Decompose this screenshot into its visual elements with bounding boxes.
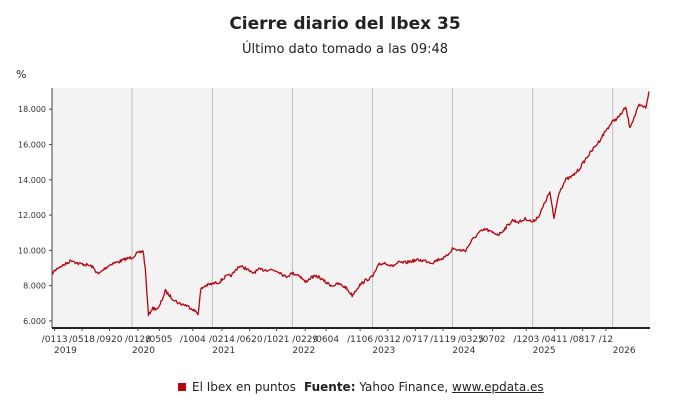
source-link[interactable]: www.epdata.es — [452, 380, 544, 394]
x-tick-label: /0128 — [125, 335, 151, 345]
chart-title: Cierre diario del Ibex 35 — [229, 14, 461, 34]
y-tick-label: 10.000 — [18, 246, 46, 255]
source-text: Yahoo Finance, — [359, 380, 449, 394]
series-group — [51, 91, 650, 317]
x-tick-label: /0312 — [375, 335, 401, 345]
x-tick-label: /0920 — [96, 335, 122, 345]
x-tick-label: /0229 — [292, 335, 318, 345]
x-year-label: 2022 — [292, 346, 315, 356]
y-tick-label: 6.000 — [23, 317, 46, 326]
x-tick-label: /1203 — [513, 335, 539, 345]
y-tick-label: 8.000 — [23, 282, 46, 291]
y-tick-label: 16.000 — [18, 140, 46, 149]
x-tick-label: /0505 — [146, 335, 172, 345]
x-year-label: 2020 — [132, 346, 155, 356]
line-chart: 6.000 8.000 10.000 12.000 14.000 16.000 18.000… — [18, 88, 650, 356]
x-year-label: 2025 — [533, 346, 556, 356]
y-axis-label: % — [16, 68, 27, 81]
x-year-label: 2023 — [372, 346, 395, 356]
x-year-label: 2024 — [452, 346, 475, 356]
legend-swatch — [178, 383, 186, 391]
y-tick-label: 14.000 — [18, 176, 46, 185]
y-tick-label: 18.000 — [18, 105, 46, 114]
series-line-ibex — [51, 91, 650, 317]
legend-label: El Ibex en puntos — [192, 380, 296, 394]
y-axis: 6.000 8.000 10.000 12.000 14.000 16.000 18.000 — [18, 88, 53, 328]
x-tick-label: /1119 — [430, 335, 456, 345]
x-tick-label: /0113 — [42, 335, 68, 345]
x-year-label: 2019 — [54, 346, 77, 356]
x-tick-label: /0702 — [480, 335, 506, 345]
x-year-label: 2021 — [212, 346, 235, 356]
source-label: Fuente: — [304, 380, 356, 394]
source-note: Fuente: Yahoo Finance, www.epdata.es — [304, 380, 544, 394]
x-tick-label: /0717 — [403, 335, 429, 345]
legend: El Ibex en puntos — [178, 380, 296, 394]
vertical-gridlines — [131, 88, 614, 328]
x-tick-label: /0214 — [209, 335, 235, 345]
x-tick-label: /0620 — [237, 335, 263, 345]
x-year-label: 2026 — [613, 346, 636, 356]
x-tick-label: /0518 — [69, 335, 95, 345]
x-tick-label: /0604 — [313, 335, 339, 345]
x-tick-label: /1021 — [264, 335, 290, 345]
x-tick-label: /0817 — [570, 335, 596, 345]
x-axis: /0113/0518/0920/0128/0505/1004/0214/0620… — [42, 327, 650, 356]
plot-area — [52, 88, 650, 328]
x-tick-label: /12 — [599, 335, 613, 345]
chart-subtitle: Último dato tomado a las 09:48 — [241, 42, 449, 57]
x-tick-label: /0325 — [458, 335, 484, 345]
x-tick-label: /1106 — [347, 335, 373, 345]
x-tick-label: /1004 — [180, 335, 206, 345]
y-tick-label: 12.000 — [18, 211, 46, 220]
x-tick-label: /0411 — [542, 335, 568, 345]
